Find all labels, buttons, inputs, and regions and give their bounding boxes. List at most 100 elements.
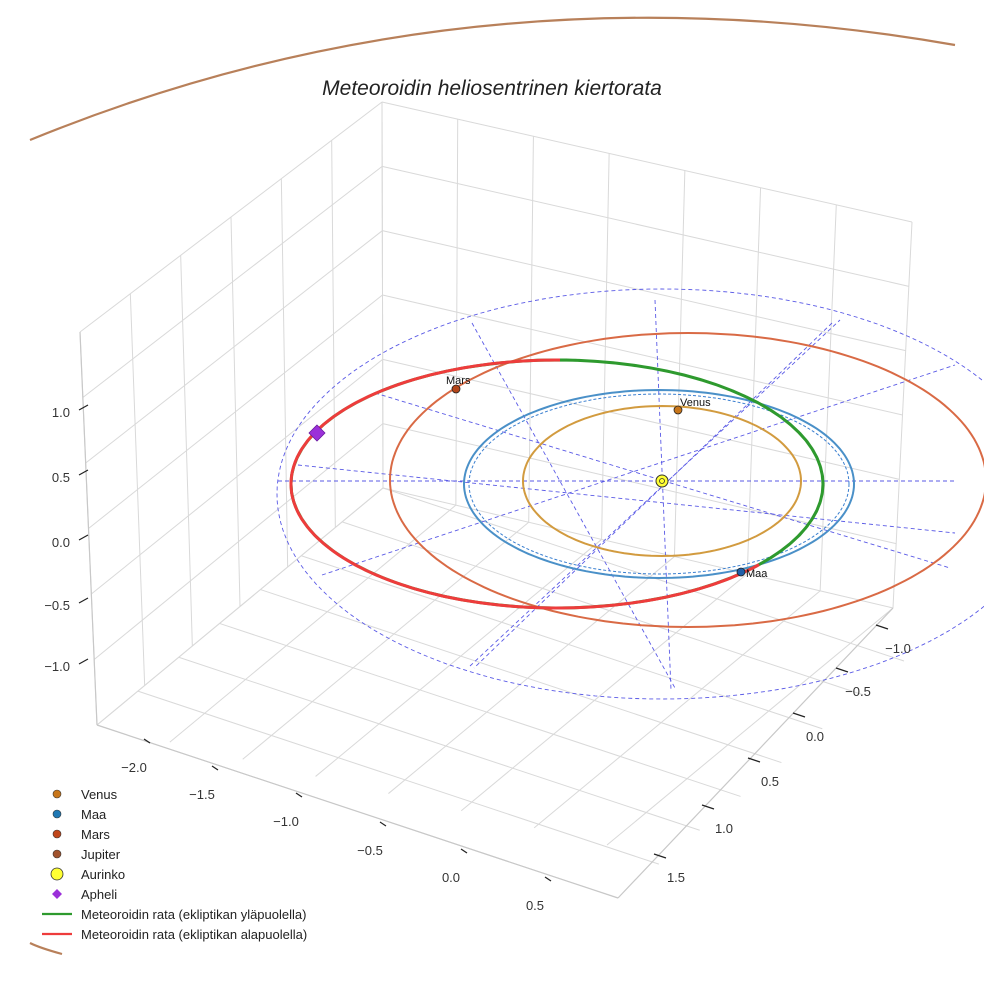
legend-label: Meteoroidin rata (ekliptikan alapuolella… (81, 927, 307, 942)
x-tick-mark (211, 765, 219, 771)
legend-swatch (52, 829, 62, 839)
grid-line (382, 294, 903, 416)
axis-edge (79, 331, 98, 726)
reference-spoke (297, 464, 956, 534)
grid-line (382, 487, 905, 662)
x-tick-label: 0.5 (526, 898, 544, 913)
legend-label: Mars (81, 827, 110, 842)
z-tick-mark (78, 534, 89, 541)
y-tick-mark (653, 853, 667, 859)
grid-line (85, 230, 383, 464)
x-tick-label: −0.5 (357, 843, 383, 858)
y-tick-label: −1.0 (885, 641, 911, 656)
mars-marker (451, 384, 461, 394)
grid-line (169, 504, 457, 743)
mars-orbit (388, 331, 984, 629)
x-tick-mark (295, 792, 303, 798)
earth-orbit-inner (468, 393, 850, 575)
legend-label: Venus (81, 787, 118, 802)
legend-label: Aurinko (81, 867, 125, 882)
grid-line (315, 539, 602, 777)
meteoroid-orbit-below (289, 358, 760, 610)
markers: Venus Maa Mars (308, 375, 768, 580)
legend: Venus Maa Mars Jupiter Aurinko Apheli Meteoroi… (42, 787, 307, 942)
legend-swatch (52, 889, 62, 899)
grid-line (301, 555, 823, 730)
grid-line (91, 358, 383, 595)
x-tick-label: −1.5 (189, 787, 215, 802)
grid-line (382, 358, 900, 480)
reference-spoke (374, 392, 951, 569)
legend-label: Apheli (81, 887, 117, 902)
reference-spoke (654, 299, 672, 691)
chart-title: Meteoroidin heliosentrinen kiertorata (322, 77, 662, 100)
axis-edge (96, 724, 619, 899)
x-tick-mark (544, 876, 552, 882)
grid-line (79, 101, 383, 333)
y-tick-label: 0.5 (761, 774, 779, 789)
y-tick-label: −0.5 (845, 684, 871, 699)
legend-label: Maa (81, 807, 107, 822)
y-tick-label: 1.0 (715, 821, 733, 836)
grid-line (219, 622, 741, 797)
venus-orbit (521, 404, 802, 558)
earth-marker (736, 567, 746, 577)
grid-line (382, 487, 894, 609)
x-tick-mark (143, 738, 151, 744)
x-tick-label: −1.0 (273, 814, 299, 829)
y-tick-mark (875, 624, 889, 630)
z-tick-mark (78, 658, 89, 665)
z-tick-label: −0.5 (44, 598, 70, 613)
z-tick-mark (78, 404, 89, 411)
x-tick-label: 0.0 (442, 870, 460, 885)
z-tick-label: 1.0 (52, 405, 70, 420)
mars-label: Mars (446, 375, 471, 387)
legend-swatch (50, 867, 64, 881)
z-tick-label: 0.0 (52, 535, 70, 550)
grid-line (93, 423, 384, 660)
x-tick-label: −2.0 (121, 760, 147, 775)
legend-swatch (52, 809, 62, 819)
jupiter-orbit-arc (29, 16, 956, 142)
reference-spoke (471, 322, 676, 689)
y-tick-label: 1.5 (667, 870, 685, 885)
legend-swatch (52, 789, 62, 799)
y-tick-mark (792, 712, 806, 718)
grid-line (381, 101, 913, 223)
grid-line (96, 487, 384, 726)
y-tick-mark (701, 804, 715, 810)
grid-line (533, 590, 821, 829)
aphelion-marker (308, 424, 326, 442)
x-tick-mark (460, 848, 468, 854)
reference-spoke (321, 364, 956, 576)
grid-line (388, 556, 675, 794)
z-tick-label: −1.0 (44, 659, 70, 674)
grid-line (260, 589, 782, 764)
sun-marker (655, 474, 669, 488)
jupiter-orbit (29, 16, 956, 956)
grid-line (382, 230, 906, 352)
grid-line (137, 690, 660, 865)
venus-label: Venus (680, 397, 711, 409)
legend-label: Jupiter (81, 847, 121, 862)
legend-label: Meteoroidin rata (ekliptikan yläpuolella… (81, 907, 306, 922)
z-tick-label: 0.5 (52, 470, 70, 485)
grid-line (178, 656, 700, 831)
axis-ticks: −2.0 −1.5 −1.0 −0.5 0.0 0.5 −1.0 −0.5 0.0 0.5 1.0 1… (44, 404, 911, 913)
jupiter-orbit-arc (29, 942, 63, 956)
reference-circle (276, 288, 984, 700)
y-tick-label: 0.0 (806, 729, 824, 744)
grid-line (341, 521, 864, 696)
legend-swatch (52, 849, 62, 859)
y-tick-mark (747, 757, 761, 763)
axis-edge (617, 607, 894, 899)
y-tick-mark (835, 667, 849, 673)
grid-line (606, 607, 894, 846)
meteoroid-orbit (289, 358, 825, 610)
grid-line (82, 165, 383, 398)
grid-line (382, 165, 909, 287)
reference-spoke (473, 322, 833, 669)
grid-line (382, 423, 897, 545)
axis-panes (79, 101, 913, 899)
